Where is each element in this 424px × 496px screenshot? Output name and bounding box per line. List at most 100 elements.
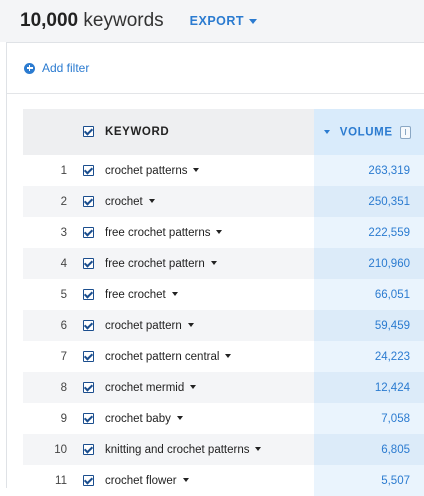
- keyword-text[interactable]: knitting and crochet patterns: [105, 443, 250, 456]
- results-panel: Add filter KEYWORD VOLUME 1 crochet: [6, 42, 424, 496]
- chevron-down-icon[interactable]: [216, 230, 223, 235]
- export-label: EXPORT: [189, 14, 245, 28]
- keyword-cell[interactable]: free crochet: [105, 279, 314, 310]
- row-number: 7: [60, 350, 67, 363]
- row-checkbox[interactable]: [82, 350, 94, 362]
- keyword-cell[interactable]: free crochet pattern: [105, 248, 314, 279]
- chevron-down-icon: [249, 18, 258, 24]
- row-number: 8: [23, 372, 71, 403]
- export-button[interactable]: EXPORT: [189, 14, 258, 28]
- row-checkbox-cell: [71, 465, 105, 496]
- chevron-down-icon[interactable]: [193, 168, 200, 173]
- keyword-cell[interactable]: crochet baby: [105, 403, 314, 434]
- row-checkbox-cell: [71, 155, 105, 186]
- table-row[interactable]: 9 crochet baby 7,058: [23, 403, 424, 434]
- keyword-count-number: 10,000: [20, 10, 79, 31]
- volume-column-label: VOLUME: [339, 126, 393, 139]
- keyword-cell[interactable]: crochet patterns: [105, 155, 314, 186]
- volume-cell: 24,223: [314, 341, 424, 372]
- chevron-down-icon[interactable]: [171, 292, 178, 297]
- keyword-cell[interactable]: free crochet patterns: [105, 217, 314, 248]
- row-checkbox-cell: [71, 341, 105, 372]
- keyword-text[interactable]: free crochet pattern: [105, 257, 205, 270]
- row-number: 9: [60, 412, 67, 425]
- filter-bar: Add filter: [7, 43, 424, 94]
- chevron-down-icon[interactable]: [148, 199, 155, 204]
- keyword-text[interactable]: crochet patterns: [105, 164, 188, 177]
- row-number: 11: [55, 474, 67, 487]
- row-checkbox[interactable]: [82, 226, 94, 238]
- keyword-cell[interactable]: crochet pattern central: [105, 341, 314, 372]
- row-checkbox[interactable]: [82, 474, 94, 486]
- chevron-down-icon[interactable]: [182, 478, 189, 483]
- keyword-cell[interactable]: crochet mermid: [105, 372, 314, 403]
- row-checkbox-cell: [71, 310, 105, 341]
- row-checkbox[interactable]: [82, 443, 94, 455]
- keyword-cell[interactable]: crochet: [105, 186, 314, 217]
- table-row[interactable]: 8 crochet mermid 12,424: [23, 372, 424, 403]
- chevron-down-icon[interactable]: [187, 323, 194, 328]
- keyword-text[interactable]: crochet flower: [105, 474, 177, 487]
- row-checkbox[interactable]: [82, 288, 94, 300]
- volume-cell: 210,960: [314, 248, 424, 279]
- volume-cell: 66,051: [314, 279, 424, 310]
- volume-cell: 250,351: [314, 186, 424, 217]
- row-checkbox[interactable]: [82, 195, 94, 207]
- row-checkbox-cell: [71, 217, 105, 248]
- table-row[interactable]: 7 crochet pattern central 24,223: [23, 341, 424, 372]
- keyword-text[interactable]: free crochet patterns: [105, 226, 211, 239]
- keyword-text[interactable]: crochet: [105, 195, 143, 208]
- keyword-column-header[interactable]: KEYWORD: [105, 109, 314, 155]
- keyword-table: KEYWORD VOLUME 1 crochet patterns 263,319 2…: [23, 109, 424, 496]
- chevron-down-icon[interactable]: [255, 447, 262, 452]
- keyword-cell[interactable]: crochet flower: [105, 465, 314, 496]
- table-row[interactable]: 10 knitting and crochet patterns 6,805: [23, 434, 424, 465]
- table-row[interactable]: 4 free crochet pattern 210,960: [23, 248, 424, 279]
- table-row[interactable]: 1 crochet patterns 263,319: [23, 155, 424, 186]
- row-checkbox[interactable]: [82, 164, 94, 176]
- table-row[interactable]: 5 free crochet 66,051: [23, 279, 424, 310]
- chevron-down-icon[interactable]: [176, 416, 183, 421]
- table-row[interactable]: 3 free crochet patterns 222,559: [23, 217, 424, 248]
- table-row[interactable]: 11 crochet flower 5,507: [23, 465, 424, 496]
- row-checkbox[interactable]: [82, 381, 94, 393]
- volume-cell: 7,058: [314, 403, 424, 434]
- row-checkbox-cell: [71, 434, 105, 465]
- row-number: 10: [23, 434, 71, 465]
- volume-cell: 5,507: [314, 465, 424, 496]
- keyword-text[interactable]: crochet pattern: [105, 319, 182, 332]
- keyword-text[interactable]: free crochet: [105, 288, 166, 301]
- select-all-checkbox[interactable]: [82, 126, 94, 138]
- row-number: 4: [23, 248, 71, 279]
- volume-column-header[interactable]: VOLUME: [314, 109, 424, 155]
- volume-cell: 12,424: [314, 372, 424, 403]
- keyword-table-wrapper: KEYWORD VOLUME 1 crochet patterns 263,319 2…: [23, 109, 424, 496]
- keyword-text[interactable]: crochet baby: [105, 412, 171, 425]
- row-checkbox[interactable]: [82, 412, 94, 424]
- add-circle-icon[interactable]: [24, 62, 35, 74]
- volume-cell: 222,559: [314, 217, 424, 248]
- keyword-cell[interactable]: crochet pattern: [105, 310, 314, 341]
- keyword-count: 10,000 keywords: [20, 10, 164, 32]
- volume-cell: 59,459: [314, 310, 424, 341]
- top-bar: 10,000 keywords EXPORT: [0, 0, 424, 42]
- chevron-down-icon[interactable]: [225, 354, 232, 359]
- table-row[interactable]: 6 crochet pattern 59,459: [23, 310, 424, 341]
- table-row[interactable]: 2 crochet 250,351: [23, 186, 424, 217]
- row-checkbox[interactable]: [82, 319, 94, 331]
- row-checkbox[interactable]: [82, 257, 94, 269]
- keyword-text[interactable]: crochet mermid: [105, 381, 185, 394]
- chevron-down-icon[interactable]: [210, 261, 217, 266]
- select-all-cell: [71, 109, 105, 155]
- info-icon[interactable]: [400, 125, 412, 139]
- add-filter-link[interactable]: Add filter: [42, 61, 90, 75]
- keyword-cell[interactable]: knitting and crochet patterns: [105, 434, 314, 465]
- row-number-header: [23, 109, 71, 155]
- row-number: 6: [23, 310, 71, 341]
- chevron-down-icon[interactable]: [190, 385, 197, 390]
- row-checkbox-cell: [71, 372, 105, 403]
- keyword-text[interactable]: crochet pattern central: [105, 350, 220, 363]
- volume-cell: 263,319: [314, 155, 424, 186]
- row-checkbox-cell: [71, 279, 105, 310]
- row-number: 5: [60, 288, 67, 301]
